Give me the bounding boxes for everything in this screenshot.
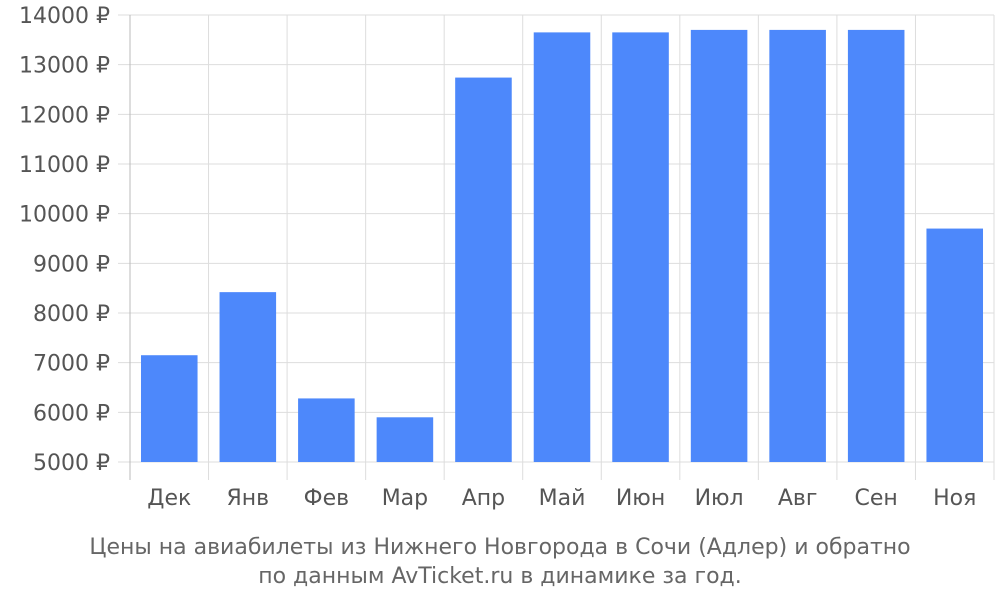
- x-tick-label: Сен: [855, 486, 898, 511]
- x-tick-label: Апр: [462, 486, 505, 511]
- bar: [455, 77, 512, 462]
- y-tick-label: 13000 ₽: [19, 54, 110, 79]
- x-tick-label: Авг: [778, 486, 818, 511]
- y-tick-label: 11000 ₽: [19, 153, 110, 178]
- y-tick-label: 12000 ₽: [19, 103, 110, 128]
- x-tick-label: Дек: [147, 486, 191, 511]
- x-tick-label: Мар: [382, 486, 428, 511]
- y-tick-labels: 5000 ₽ 6000 ₽ 7000 ₽ 8000 ₽ 9000 ₽ 10000 ₽ 110…: [19, 4, 110, 476]
- y-tick-label: 7000 ₽: [33, 352, 110, 377]
- chart-caption-line-2: по данным AvTicket.ru в динамике за год.: [258, 564, 742, 589]
- bar: [298, 398, 355, 462]
- y-tick-label: 6000 ₽: [33, 401, 110, 426]
- x-tick-label: Июл: [695, 486, 744, 511]
- bar: [926, 228, 984, 462]
- bar: [612, 32, 669, 463]
- x-tick-label: Ноя: [933, 486, 976, 511]
- x-tick-label: Янв: [226, 486, 269, 511]
- bar: [140, 355, 198, 462]
- y-tick-label: 9000 ₽: [33, 252, 110, 277]
- y-tick-label: 8000 ₽: [33, 302, 110, 327]
- y-tick-label: 5000 ₽: [33, 451, 110, 476]
- y-tick-label: 14000 ₽: [19, 4, 110, 29]
- bar: [769, 29, 826, 463]
- bar-chart: 5000 ₽ 6000 ₽ 7000 ₽ 8000 ₽ 9000 ₽ 10000 ₽ 110…: [19, 4, 995, 511]
- x-tick-labels: Дек Янв Фев Мар Апр Май Июн Июл Авг Сен Ноя: [147, 486, 976, 511]
- chart-caption-line-1: Цены на авиабилеты из Нижнего Новгорода …: [89, 535, 911, 560]
- x-tick-label: Июн: [616, 486, 665, 511]
- x-tick-label: Май: [539, 486, 586, 511]
- bar: [219, 292, 277, 462]
- bar: [847, 29, 905, 463]
- bar: [376, 417, 434, 462]
- bars: [140, 29, 984, 463]
- bar: [690, 29, 748, 463]
- x-tick-label: Фев: [304, 486, 349, 511]
- bar: [533, 32, 591, 463]
- y-tick-label: 10000 ₽: [19, 203, 110, 228]
